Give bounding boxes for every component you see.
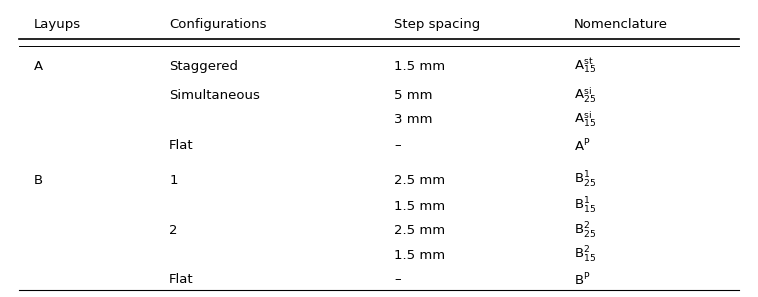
Text: Configurations: Configurations — [169, 18, 267, 31]
Text: 1: 1 — [169, 174, 177, 187]
Text: 1.5 mm: 1.5 mm — [394, 249, 445, 262]
Text: Layups: Layups — [34, 18, 81, 31]
Text: A: A — [34, 60, 43, 73]
Text: 2: 2 — [169, 224, 177, 237]
Text: $\mathdefault{A}_{25}^{\mathrm{si}}$: $\mathdefault{A}_{25}^{\mathrm{si}}$ — [574, 86, 596, 105]
Text: $\mathdefault{B}_{25}^{\mathrm{1}}$: $\mathdefault{B}_{25}^{\mathrm{1}}$ — [574, 170, 596, 190]
Text: B: B — [34, 174, 43, 187]
Text: 5 mm: 5 mm — [394, 89, 433, 102]
Text: Staggered: Staggered — [169, 60, 238, 73]
Text: $\mathdefault{A}_{15}^{\mathrm{st}}$: $\mathdefault{A}_{15}^{\mathrm{st}}$ — [574, 57, 596, 76]
Text: 2.5 mm: 2.5 mm — [394, 224, 445, 237]
Text: $\mathdefault{B}_{15}^{\mathrm{1}}$: $\mathdefault{B}_{15}^{\mathrm{1}}$ — [574, 196, 596, 216]
Text: Flat: Flat — [169, 273, 194, 286]
Text: $\mathdefault{B}^{\mathrm{P}}$: $\mathdefault{B}^{\mathrm{P}}$ — [574, 271, 590, 288]
Text: Nomenclature: Nomenclature — [574, 18, 668, 31]
Text: Step spacing: Step spacing — [394, 18, 481, 31]
Text: $\mathdefault{B}_{15}^{\mathrm{2}}$: $\mathdefault{B}_{15}^{\mathrm{2}}$ — [574, 245, 596, 265]
Text: –: – — [394, 273, 401, 286]
Text: $\mathdefault{B}_{25}^{\mathrm{2}}$: $\mathdefault{B}_{25}^{\mathrm{2}}$ — [574, 221, 596, 241]
Text: Simultaneous: Simultaneous — [169, 89, 260, 102]
Text: 2.5 mm: 2.5 mm — [394, 174, 445, 187]
Text: –: – — [394, 139, 401, 152]
Text: 3 mm: 3 mm — [394, 113, 433, 126]
Text: 1.5 mm: 1.5 mm — [394, 200, 445, 213]
Text: $\mathdefault{A}^{\mathrm{P}}$: $\mathdefault{A}^{\mathrm{P}}$ — [574, 137, 590, 154]
Text: $\mathdefault{A}_{15}^{\mathrm{si}}$: $\mathdefault{A}_{15}^{\mathrm{si}}$ — [574, 110, 596, 129]
Text: 1.5 mm: 1.5 mm — [394, 60, 445, 73]
Text: Flat: Flat — [169, 139, 194, 152]
